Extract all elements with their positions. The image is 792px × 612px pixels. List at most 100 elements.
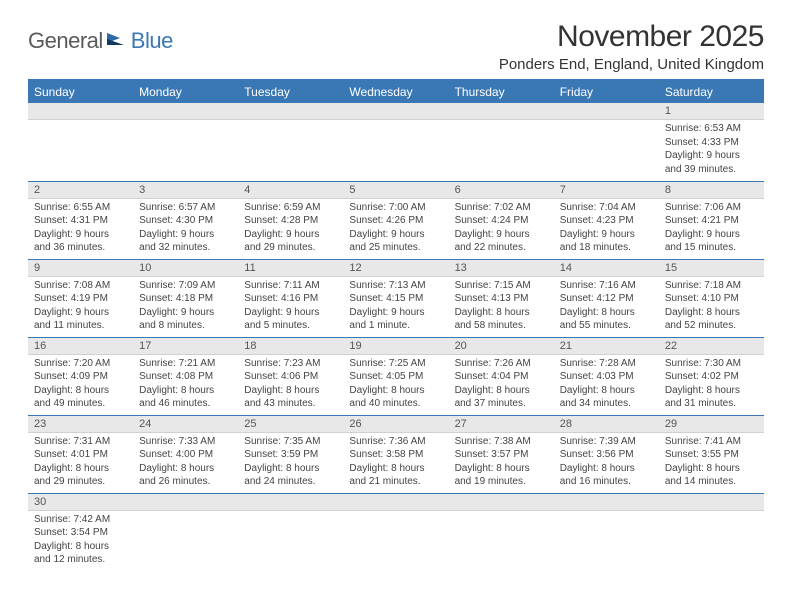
weekday-header: Monday [133,80,238,103]
month-title: November 2025 [499,20,764,54]
day-number: 22 [659,338,764,355]
calendar-week-row: 2Sunrise: 6:55 AMSunset: 4:31 PMDaylight… [28,181,764,259]
calendar-day-cell [554,493,659,571]
calendar-day-cell [343,493,448,571]
page-header: General Blue November 2025 Ponders End, … [28,20,764,73]
calendar-day-cell: 23Sunrise: 7:31 AMSunset: 4:01 PMDayligh… [28,415,133,493]
day-number [449,103,554,120]
weekday-header: Sunday [28,80,133,103]
day-number: 9 [28,260,133,277]
calendar-day-cell: 4Sunrise: 6:59 AMSunset: 4:28 PMDaylight… [238,181,343,259]
calendar-week-row: 1Sunrise: 6:53 AMSunset: 4:33 PMDaylight… [28,103,764,181]
day-number: 16 [28,338,133,355]
calendar-day-cell [343,103,448,181]
logo-text-part1: General [28,28,103,54]
weekday-header: Wednesday [343,80,448,103]
calendar-day-cell: 16Sunrise: 7:20 AMSunset: 4:09 PMDayligh… [28,337,133,415]
calendar-day-cell: 25Sunrise: 7:35 AMSunset: 3:59 PMDayligh… [238,415,343,493]
flag-icon [106,31,128,52]
calendar-day-cell: 18Sunrise: 7:23 AMSunset: 4:06 PMDayligh… [238,337,343,415]
calendar-day-cell: 27Sunrise: 7:38 AMSunset: 3:57 PMDayligh… [449,415,554,493]
calendar-day-cell: 21Sunrise: 7:28 AMSunset: 4:03 PMDayligh… [554,337,659,415]
day-number: 28 [554,416,659,433]
calendar-week-row: 9Sunrise: 7:08 AMSunset: 4:19 PMDaylight… [28,259,764,337]
calendar-week-row: 23Sunrise: 7:31 AMSunset: 4:01 PMDayligh… [28,415,764,493]
day-number [238,103,343,120]
logo: General Blue [28,20,173,54]
day-number [343,494,448,511]
weekday-header: Saturday [659,80,764,103]
calendar-day-cell: 20Sunrise: 7:26 AMSunset: 4:04 PMDayligh… [449,337,554,415]
day-number [659,494,764,511]
day-number [554,103,659,120]
day-detail: Sunrise: 6:57 AMSunset: 4:30 PMDaylight:… [133,199,238,259]
calendar-day-cell: 12Sunrise: 7:13 AMSunset: 4:15 PMDayligh… [343,259,448,337]
day-detail: Sunrise: 7:38 AMSunset: 3:57 PMDaylight:… [449,433,554,493]
day-number: 30 [28,494,133,511]
calendar-day-cell: 13Sunrise: 7:15 AMSunset: 4:13 PMDayligh… [449,259,554,337]
day-detail: Sunrise: 7:31 AMSunset: 4:01 PMDaylight:… [28,433,133,493]
day-number: 20 [449,338,554,355]
day-number [133,494,238,511]
day-number [238,494,343,511]
day-number: 12 [343,260,448,277]
day-number [343,103,448,120]
day-detail: Sunrise: 7:30 AMSunset: 4:02 PMDaylight:… [659,355,764,415]
title-block: November 2025 Ponders End, England, Unit… [499,20,764,73]
calendar-day-cell [554,103,659,181]
day-number: 10 [133,260,238,277]
day-detail: Sunrise: 7:00 AMSunset: 4:26 PMDaylight:… [343,199,448,259]
day-detail: Sunrise: 7:11 AMSunset: 4:16 PMDaylight:… [238,277,343,337]
day-number: 26 [343,416,448,433]
day-number: 24 [133,416,238,433]
day-number: 8 [659,182,764,199]
day-number [133,103,238,120]
calendar-day-cell: 8Sunrise: 7:06 AMSunset: 4:21 PMDaylight… [659,181,764,259]
day-number: 29 [659,416,764,433]
day-detail: Sunrise: 7:16 AMSunset: 4:12 PMDaylight:… [554,277,659,337]
day-detail: Sunrise: 7:26 AMSunset: 4:04 PMDaylight:… [449,355,554,415]
calendar-day-cell [238,103,343,181]
day-number: 15 [659,260,764,277]
day-detail: Sunrise: 7:15 AMSunset: 4:13 PMDaylight:… [449,277,554,337]
calendar-day-cell: 6Sunrise: 7:02 AMSunset: 4:24 PMDaylight… [449,181,554,259]
calendar-day-cell: 30Sunrise: 7:42 AMSunset: 3:54 PMDayligh… [28,493,133,571]
day-detail: Sunrise: 7:23 AMSunset: 4:06 PMDaylight:… [238,355,343,415]
calendar-day-cell [449,493,554,571]
day-detail: Sunrise: 7:36 AMSunset: 3:58 PMDaylight:… [343,433,448,493]
day-detail: Sunrise: 6:55 AMSunset: 4:31 PMDaylight:… [28,199,133,259]
day-number: 2 [28,182,133,199]
day-number: 25 [238,416,343,433]
calendar-week-row: 16Sunrise: 7:20 AMSunset: 4:09 PMDayligh… [28,337,764,415]
day-detail: Sunrise: 6:53 AMSunset: 4:33 PMDaylight:… [659,120,764,180]
day-number: 13 [449,260,554,277]
day-detail: Sunrise: 7:39 AMSunset: 3:56 PMDaylight:… [554,433,659,493]
day-number: 11 [238,260,343,277]
day-number: 21 [554,338,659,355]
calendar-day-cell: 15Sunrise: 7:18 AMSunset: 4:10 PMDayligh… [659,259,764,337]
day-detail: Sunrise: 7:41 AMSunset: 3:55 PMDaylight:… [659,433,764,493]
calendar-day-cell: 14Sunrise: 7:16 AMSunset: 4:12 PMDayligh… [554,259,659,337]
day-detail: Sunrise: 6:59 AMSunset: 4:28 PMDaylight:… [238,199,343,259]
day-detail: Sunrise: 7:06 AMSunset: 4:21 PMDaylight:… [659,199,764,259]
calendar-day-cell [659,493,764,571]
weekday-header-row: Sunday Monday Tuesday Wednesday Thursday… [28,80,764,103]
calendar-day-cell: 17Sunrise: 7:21 AMSunset: 4:08 PMDayligh… [133,337,238,415]
calendar-table: Sunday Monday Tuesday Wednesday Thursday… [28,79,764,571]
day-number: 19 [343,338,448,355]
day-number: 17 [133,338,238,355]
calendar-day-cell: 24Sunrise: 7:33 AMSunset: 4:00 PMDayligh… [133,415,238,493]
day-number: 23 [28,416,133,433]
weekday-header: Tuesday [238,80,343,103]
logo-text-part2: Blue [131,28,173,54]
day-detail: Sunrise: 7:20 AMSunset: 4:09 PMDaylight:… [28,355,133,415]
calendar-day-cell: 11Sunrise: 7:11 AMSunset: 4:16 PMDayligh… [238,259,343,337]
calendar-week-row: 30Sunrise: 7:42 AMSunset: 3:54 PMDayligh… [28,493,764,571]
calendar-day-cell: 22Sunrise: 7:30 AMSunset: 4:02 PMDayligh… [659,337,764,415]
day-detail: Sunrise: 7:33 AMSunset: 4:00 PMDaylight:… [133,433,238,493]
calendar-day-cell [133,493,238,571]
day-number: 27 [449,416,554,433]
calendar-day-cell: 10Sunrise: 7:09 AMSunset: 4:18 PMDayligh… [133,259,238,337]
day-number: 14 [554,260,659,277]
day-detail: Sunrise: 7:08 AMSunset: 4:19 PMDaylight:… [28,277,133,337]
